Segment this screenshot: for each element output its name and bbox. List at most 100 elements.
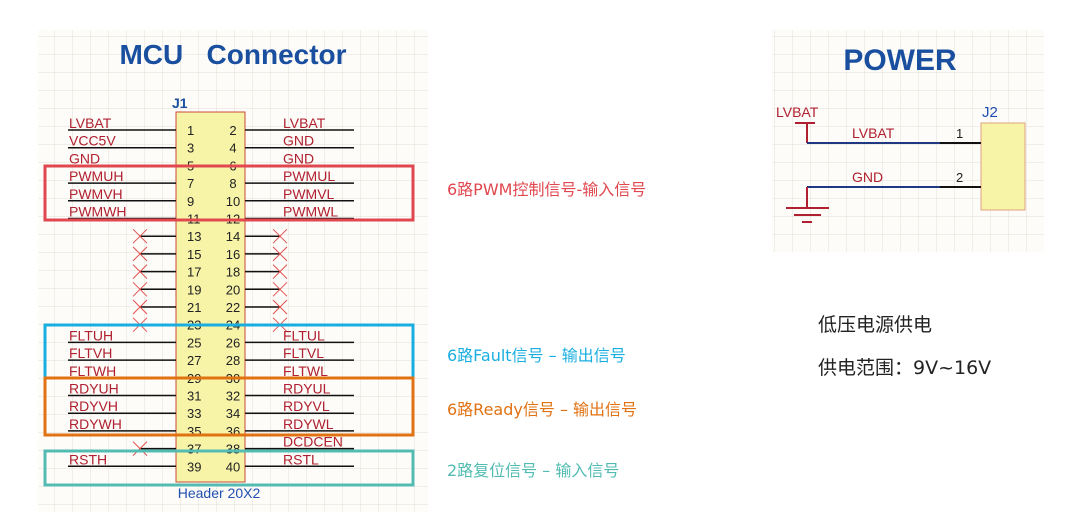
ground-symbol-icon (786, 187, 829, 223)
net-label: VCC5V (69, 133, 116, 149)
gnd-net-label: GND (852, 169, 883, 185)
net-label: PWMWH (69, 204, 127, 220)
pin-number: 3 (187, 141, 194, 156)
signal-group-box (43, 164, 415, 222)
net-label: GND (69, 150, 100, 166)
pin-number: 28 (226, 353, 240, 368)
power-title: POWER (843, 44, 957, 77)
pin-number: 4 (229, 141, 236, 156)
pin-number: 2 (229, 123, 236, 138)
j2-pin-1: 1 (956, 126, 963, 141)
pin-number: 40 (226, 459, 240, 474)
pin-number: 19 (187, 282, 201, 297)
pin-row: 3 4 VCC5V GND (68, 133, 354, 156)
j1-part-label: Header 20X2 (178, 485, 261, 501)
no-connect-icon (132, 228, 148, 244)
pin-row: 31 32 RDYUH RDYUL (68, 381, 354, 404)
pin-number: 21 (187, 300, 201, 315)
no-connect-icon (132, 441, 148, 456)
lvbat-net-label: LVBAT (852, 125, 895, 141)
net-label: FLTWL (283, 363, 328, 379)
j2-pin-2: 2 (956, 170, 963, 185)
signal-group-label: 6路PWM控制信号-输入信号 (447, 180, 646, 199)
pin-number: 27 (187, 353, 201, 368)
pin-number: 16 (226, 247, 240, 262)
power-note-line2: 供电范围：9V~16V (818, 357, 991, 379)
pin-row: 7 8 PWMUH PWMUL (68, 168, 354, 191)
pin-number: 14 (226, 229, 240, 244)
signal-group-box (43, 449, 415, 487)
net-label: PWMUH (69, 168, 123, 184)
pin-row: 27 28 FLTVH FLTVL (68, 345, 354, 368)
power-note-line1: 低压电源供电 (818, 314, 932, 336)
power-port-symbol (795, 122, 815, 143)
net-label: RDYWL (283, 416, 334, 432)
pin-row: 21 22 (132, 299, 288, 315)
signal-group-box (43, 376, 415, 437)
pin-number: 7 (187, 176, 194, 191)
pin-number: 20 (226, 282, 240, 297)
pin-row: 13 14 (132, 228, 288, 244)
pin-number: 37 (187, 442, 201, 457)
pin-number: 15 (187, 247, 201, 262)
no-connect-icon (132, 264, 148, 279)
no-connect-icon (132, 299, 148, 315)
net-label: LVBAT (69, 115, 112, 131)
pin-number: 36 (226, 424, 240, 439)
net-label: RDYUH (69, 381, 119, 397)
pin-number: 38 (226, 442, 240, 457)
j1-designator: J1 (172, 95, 188, 111)
pin-number: 10 (226, 194, 240, 209)
net-label: FLTWH (69, 363, 116, 379)
j2-designator: J2 (982, 104, 998, 121)
pin-number: 1 (187, 123, 194, 138)
mcu-title: MCU Connector (119, 39, 346, 70)
lvbat-port-label: LVBAT (776, 104, 819, 120)
net-label: GND (283, 133, 314, 149)
no-connect-icon (272, 264, 288, 279)
net-label: FLTUL (283, 327, 325, 343)
pin-number: 8 (229, 176, 236, 191)
pin-number: 33 (187, 406, 201, 421)
pin-number: 34 (226, 406, 240, 421)
pin-row: 39 40 RSTH RSTL (68, 451, 354, 474)
net-label: RDYVH (69, 398, 118, 414)
pin-row: 37 38 DCDCEN (132, 434, 354, 457)
no-connect-icon (272, 299, 288, 315)
pin-number: 35 (187, 424, 201, 439)
net-label: RDYUL (283, 381, 331, 397)
pin-number: 31 (187, 389, 201, 404)
pin-number: 9 (187, 194, 194, 209)
pin-row: 1 2 LVBAT LVBAT (68, 115, 354, 138)
no-connect-icon (272, 246, 288, 262)
no-connect-icon (272, 281, 288, 297)
pin-number: 25 (187, 335, 201, 350)
pin-number: 26 (226, 335, 240, 350)
net-label: RSTH (69, 451, 107, 467)
no-connect-icon (132, 246, 148, 262)
pin-number: 18 (226, 265, 240, 280)
j2-header-body (980, 122, 1026, 211)
no-connect-icon (272, 228, 288, 244)
signal-group-label: 6路Ready信号 – 输出信号 (447, 400, 637, 419)
j1-header-body (175, 111, 246, 483)
net-label: FLTVL (283, 345, 324, 361)
pin-row: 9 10 PWMVH PWMVL (68, 186, 354, 209)
net-label: RDYWH (69, 416, 122, 432)
pin-number: 32 (226, 389, 240, 404)
net-label: RSTL (283, 451, 319, 467)
net-label: PWMVH (69, 186, 123, 202)
pin-number: 22 (226, 300, 240, 315)
pin-number: 39 (187, 459, 201, 474)
net-label: RDYVL (283, 398, 330, 414)
pin-row: 33 34 RDYVH RDYVL (68, 398, 354, 421)
pin-row: 17 18 (132, 264, 288, 280)
net-label: FLTUH (69, 327, 113, 343)
pin-row: 15 16 (132, 246, 288, 262)
net-label: PWMUL (283, 168, 335, 184)
pin-row: 19 20 (132, 281, 288, 297)
net-label: PWMWL (283, 204, 338, 220)
pin-row: 25 26 FLTUH FLTUL (68, 327, 354, 350)
signal-group-label: 6路Fault信号 – 输出信号 (447, 346, 626, 365)
net-label: PWMVL (283, 186, 335, 202)
